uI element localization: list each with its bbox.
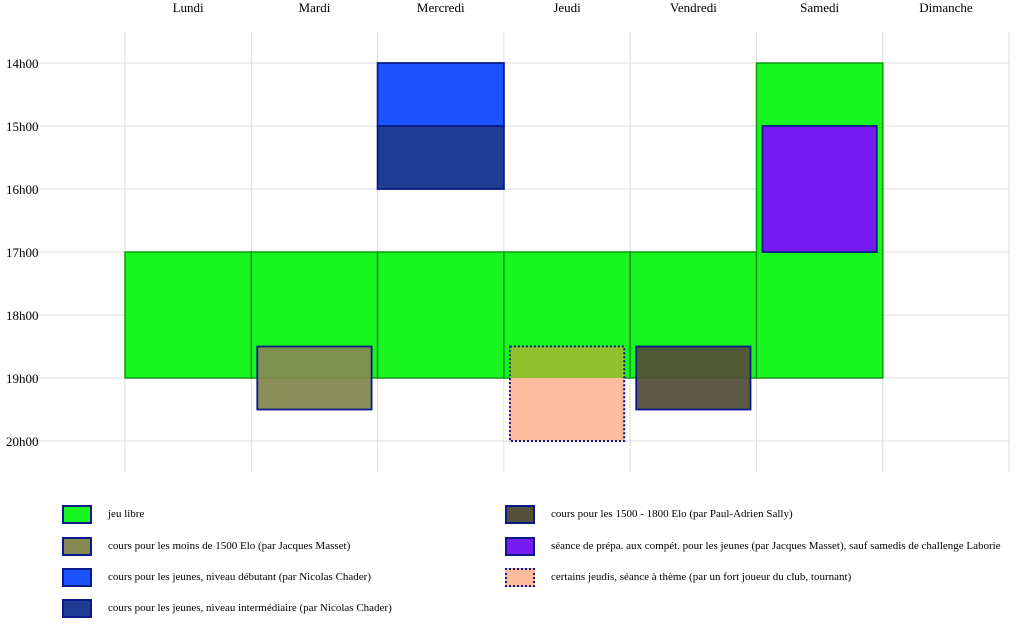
event-debutant <box>376 62 505 127</box>
legend-swatch <box>62 567 92 587</box>
legend-label: certains jeudis, séance à thème (par un … <box>551 571 852 583</box>
day-label: Mercredi <box>417 0 465 15</box>
event-intermediaire <box>376 125 505 190</box>
schedule-chart: 14h00 15h00 16h00 17h00 18h00 19h00 20h00 Lundi… <box>6 0 1010 472</box>
legend-swatch <box>505 567 535 587</box>
legend-swatch <box>505 536 535 556</box>
hour-label: 16h00 <box>6 182 39 197</box>
legend-item-masset1500: cours pour les moins de 1500 Elo (par Ja… <box>62 535 350 557</box>
legend-swatch <box>62 504 92 524</box>
event-libre <box>124 251 253 379</box>
hour-label: 14h00 <box>6 56 39 71</box>
day-label: Jeudi <box>553 0 581 15</box>
day-label: Samedi <box>800 0 839 15</box>
legend-item-sally: cours pour les 1500 - 1800 Elo (par Paul… <box>505 503 793 525</box>
legend-label: cours pour les jeunes, niveau débutant (… <box>108 571 371 583</box>
day-label: Lundi <box>173 0 204 15</box>
event-masset1500 <box>256 345 373 411</box>
hour-label: 18h00 <box>6 308 39 323</box>
legend-label: cours pour les 1500 - 1800 Elo (par Paul… <box>551 508 793 520</box>
theme-overlap <box>509 346 625 378</box>
legend-swatch <box>62 598 92 618</box>
legend-item-libre: jeu libre <box>62 503 144 525</box>
legend-item-prepa: séance de prépa. aux compét. pour les je… <box>505 535 1001 557</box>
legend-item-theme: certains jeudis, séance à thème (par un … <box>505 566 851 588</box>
day-label: Dimanche <box>919 0 973 15</box>
legend-item-intermediaire: cours pour les jeunes, niveau intermédia… <box>62 597 392 619</box>
hour-label: 20h00 <box>6 434 39 449</box>
legend-label: séance de prépa. aux compét. pour les je… <box>551 540 1001 552</box>
event-libre <box>376 251 505 379</box>
legend-label: jeu libre <box>108 508 145 520</box>
theme-border <box>508 345 626 442</box>
legend-label: cours pour les jeunes, niveau intermédia… <box>108 602 392 614</box>
legend-item-debutant: cours pour les jeunes, niveau débutant (… <box>62 566 371 588</box>
day-label: Mardi <box>299 0 331 15</box>
legend-label: cours pour les moins de 1500 Elo (par Ja… <box>108 540 351 552</box>
event-prepa <box>761 125 878 253</box>
legend-swatch <box>505 504 535 524</box>
legend-swatch <box>62 536 92 556</box>
event-sally <box>635 345 752 411</box>
day-label: Vendredi <box>670 0 717 15</box>
hour-label: 17h00 <box>6 245 39 260</box>
hour-label: 19h00 <box>6 371 39 386</box>
hour-label: 15h00 <box>6 119 39 134</box>
